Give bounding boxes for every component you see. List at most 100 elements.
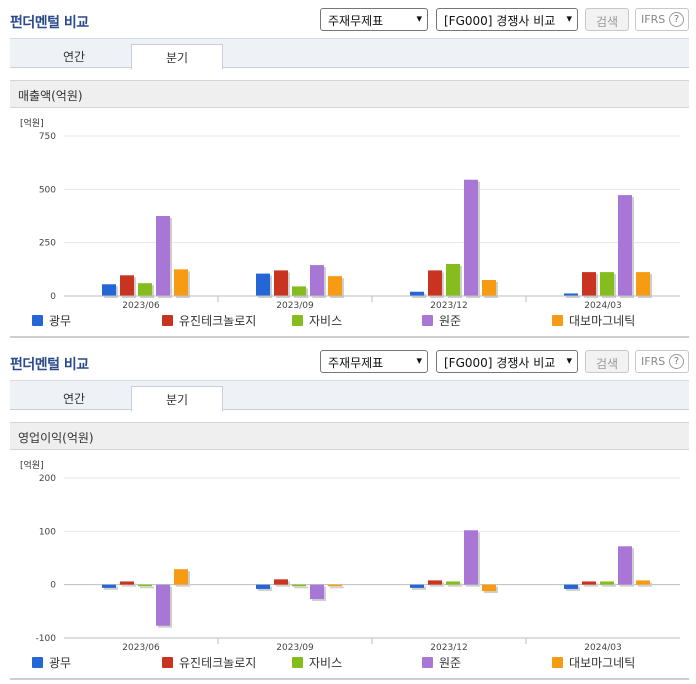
fundamental-compare-panel-sales: 펀더멘털 비교 주재무제표 ▾ [FG000] 경쟁사 비교 ▾ 검색 IFRS… xyxy=(0,8,696,338)
legend-swatch xyxy=(162,315,173,326)
bar xyxy=(482,280,496,296)
chevron-down-icon: ▾ xyxy=(566,354,572,367)
y-tick-label: 500 xyxy=(39,185,56,195)
x-tick-label: 2023/12 xyxy=(430,301,467,311)
bar xyxy=(582,272,596,296)
bar xyxy=(138,283,152,296)
tab-annual[interactable]: 연간 xyxy=(62,50,86,64)
legend-swatch xyxy=(32,657,43,668)
search-button[interactable]: 검색 xyxy=(585,8,629,31)
help-icon[interactable]: ? xyxy=(669,354,684,369)
legend-item[interactable]: 광무 xyxy=(32,654,71,670)
bar xyxy=(292,286,306,296)
bar xyxy=(410,584,424,588)
bar xyxy=(410,291,424,296)
legend-label: 유진테크놀로지 xyxy=(179,314,257,328)
bar xyxy=(564,584,578,589)
bar-shadow xyxy=(104,586,118,590)
x-tick-label: 2024/03 xyxy=(584,301,621,311)
bar-shadow xyxy=(140,586,154,589)
bar xyxy=(464,530,478,585)
legend-swatch xyxy=(552,657,563,668)
chart-legend: 광무 유진테크놀로지 자비스 원준 대보마그네틱 xyxy=(0,312,696,330)
bar xyxy=(564,293,578,296)
ifrs-label: IFRS xyxy=(641,355,666,368)
bar-shadow xyxy=(122,583,136,587)
y-tick-label: -100 xyxy=(36,634,57,644)
bar xyxy=(156,216,170,296)
legend-swatch xyxy=(292,657,303,668)
legend-swatch xyxy=(552,315,563,326)
x-tick-label: 2023/09 xyxy=(276,643,314,653)
tab-quarterly[interactable]: 분기 xyxy=(131,386,223,412)
panel-title: 펀더멘털 비교 xyxy=(10,15,89,31)
chevron-down-icon: ▾ xyxy=(566,12,572,25)
legend-item[interactable]: 대보마그네틱 xyxy=(552,654,635,670)
section-title: 영업이익(억원) xyxy=(10,422,689,450)
bar-shadow xyxy=(294,586,308,589)
chart-legend: 광무 유진테크놀로지 자비스 원준 대보마그네틱 xyxy=(0,654,696,672)
bar-shadow xyxy=(412,586,426,590)
legend-item[interactable]: 원준 xyxy=(422,654,461,670)
compare-select[interactable]: [FG000] 경쟁사 비교 ▾ xyxy=(436,8,578,31)
ifrs-label: IFRS xyxy=(641,13,666,26)
period-tabs: 연간 분기 xyxy=(10,380,689,412)
bar xyxy=(582,581,596,585)
search-button[interactable]: 검색 xyxy=(585,350,629,373)
legend-label: 대보마그네틱 xyxy=(569,656,636,670)
bar xyxy=(464,179,478,296)
operating-profit-bar-chart: [억원] -100 0 100 200 2023/06 2023/09 2023/12 2024… xyxy=(20,459,680,653)
chevron-down-icon: ▾ xyxy=(416,354,422,367)
y-tick-label: 0 xyxy=(50,292,56,302)
legend-item[interactable]: 광무 xyxy=(32,312,71,328)
divider xyxy=(10,336,689,338)
bar-shadow xyxy=(330,586,344,589)
y-tick-label: 250 xyxy=(39,239,56,249)
section-title: 매출액(억원) xyxy=(10,80,689,108)
legend-item[interactable]: 자비스 xyxy=(292,654,342,670)
ifrs-button[interactable]: IFRS ? xyxy=(635,8,689,31)
bar xyxy=(274,579,288,585)
bar xyxy=(310,584,324,600)
legend-label: 원준 xyxy=(439,656,462,670)
compare-select-value: [FG000] 경쟁사 비교 xyxy=(444,14,556,28)
statement-select-value: 주재무제표 xyxy=(328,356,384,370)
legend-item[interactable]: 유진테크놀로지 xyxy=(162,312,256,328)
unit-label: [억원] xyxy=(20,117,44,129)
bar-shadow xyxy=(602,583,616,587)
tab-annual[interactable]: 연간 xyxy=(62,392,86,406)
bar xyxy=(138,584,152,587)
statement-select[interactable]: 주재무제표 ▾ xyxy=(320,8,428,31)
legend-swatch xyxy=(422,315,433,326)
legend-item[interactable]: 유진테크놀로지 xyxy=(162,654,256,670)
ifrs-button[interactable]: IFRS ? xyxy=(635,350,689,373)
bar-shadow xyxy=(566,295,580,298)
bar-shadow xyxy=(448,583,462,587)
legend-item[interactable]: 대보마그네틱 xyxy=(552,312,635,328)
bar xyxy=(120,581,134,585)
x-tick-label: 2023/06 xyxy=(122,301,160,311)
sales-bar-chart: [억원] 0 250 500 750 2023/06 2023/09 2023/12 2024/… xyxy=(20,117,680,311)
legend-item[interactable]: 자비스 xyxy=(292,312,342,328)
bar xyxy=(256,273,270,296)
compare-select[interactable]: [FG000] 경쟁사 비교 ▾ xyxy=(436,350,578,373)
y-tick-label: 750 xyxy=(39,132,56,142)
x-tick-label: 2023/06 xyxy=(122,643,160,653)
bar xyxy=(292,584,306,587)
statement-select[interactable]: 주재무제표 ▾ xyxy=(320,350,428,373)
period-tabs: 연간 분기 xyxy=(10,38,689,70)
legend-item[interactable]: 원준 xyxy=(422,312,461,328)
help-icon[interactable]: ? xyxy=(669,12,684,27)
bar xyxy=(274,270,288,296)
bar xyxy=(156,584,170,626)
legend-swatch xyxy=(422,657,433,668)
bar-shadow xyxy=(584,583,598,587)
unit-label: [억원] xyxy=(20,459,44,471)
bar xyxy=(120,275,134,296)
bar xyxy=(174,269,188,296)
bar xyxy=(446,581,460,585)
tab-quarterly[interactable]: 분기 xyxy=(131,44,223,70)
bar xyxy=(428,580,442,585)
bar xyxy=(174,569,188,585)
x-tick-label: 2023/12 xyxy=(430,643,467,653)
